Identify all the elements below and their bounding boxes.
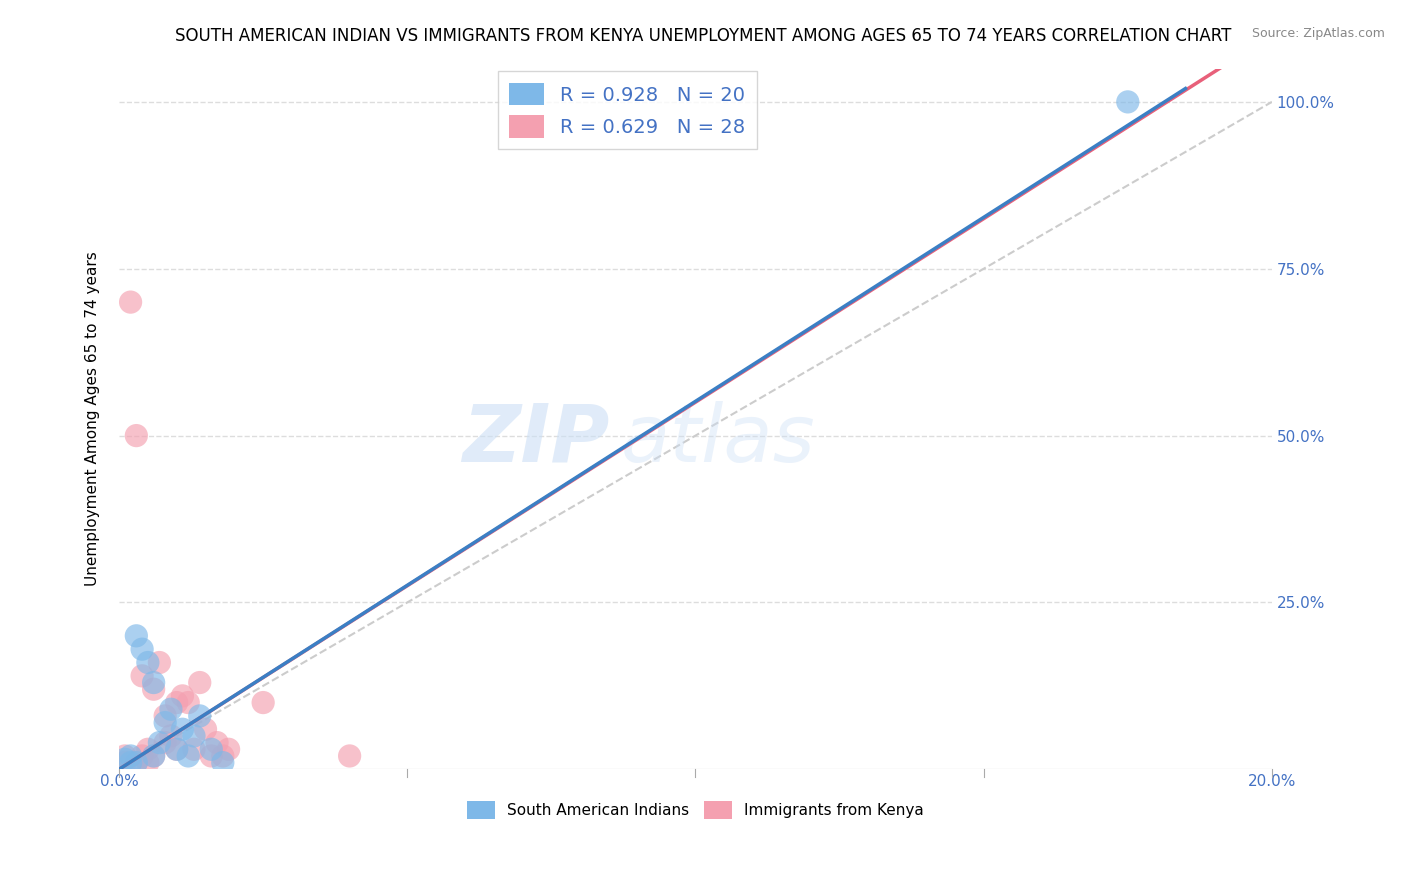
Point	[142, 748, 165, 763]
Point	[136, 756, 159, 770]
Point	[120, 756, 142, 770]
Point	[114, 748, 136, 763]
Point	[252, 696, 274, 710]
Point	[125, 756, 148, 770]
Point	[131, 669, 153, 683]
Point	[339, 748, 361, 763]
Point	[188, 675, 211, 690]
Text: atlas: atlas	[620, 401, 815, 479]
Text: Source: ZipAtlas.com: Source: ZipAtlas.com	[1251, 27, 1385, 40]
Point	[172, 723, 194, 737]
Point	[120, 748, 142, 763]
Text: SOUTH AMERICAN INDIAN VS IMMIGRANTS FROM KENYA UNEMPLOYMENT AMONG AGES 65 TO 74 : SOUTH AMERICAN INDIAN VS IMMIGRANTS FROM…	[174, 27, 1232, 45]
Point	[125, 756, 148, 770]
Point	[218, 742, 240, 756]
Point	[211, 748, 233, 763]
Y-axis label: Unemployment Among Ages 65 to 74 years: Unemployment Among Ages 65 to 74 years	[86, 252, 100, 586]
Point	[148, 656, 170, 670]
Point	[153, 715, 176, 730]
Point	[131, 642, 153, 657]
Point	[114, 752, 136, 766]
Point	[120, 295, 142, 310]
Point	[183, 742, 205, 756]
Point	[194, 723, 217, 737]
Point	[188, 709, 211, 723]
Point	[172, 689, 194, 703]
Point	[142, 682, 165, 697]
Point	[131, 748, 153, 763]
Point	[166, 742, 188, 756]
Legend: South American Indians, Immigrants from Kenya: South American Indians, Immigrants from …	[461, 795, 929, 825]
Point	[166, 742, 188, 756]
Text: ZIP: ZIP	[461, 401, 609, 479]
Point	[200, 742, 222, 756]
Point	[153, 709, 176, 723]
Point	[166, 696, 188, 710]
Point	[183, 729, 205, 743]
Point	[211, 756, 233, 770]
Point	[177, 748, 200, 763]
Point	[136, 656, 159, 670]
Point	[142, 675, 165, 690]
Point	[205, 736, 228, 750]
Point	[148, 736, 170, 750]
Point	[200, 748, 222, 763]
Point	[160, 702, 183, 716]
Point	[153, 736, 176, 750]
Point	[160, 729, 183, 743]
Point	[125, 428, 148, 442]
Point	[142, 748, 165, 763]
Point	[1116, 95, 1139, 109]
Point	[136, 742, 159, 756]
Point	[125, 629, 148, 643]
Point	[114, 756, 136, 770]
Point	[177, 696, 200, 710]
